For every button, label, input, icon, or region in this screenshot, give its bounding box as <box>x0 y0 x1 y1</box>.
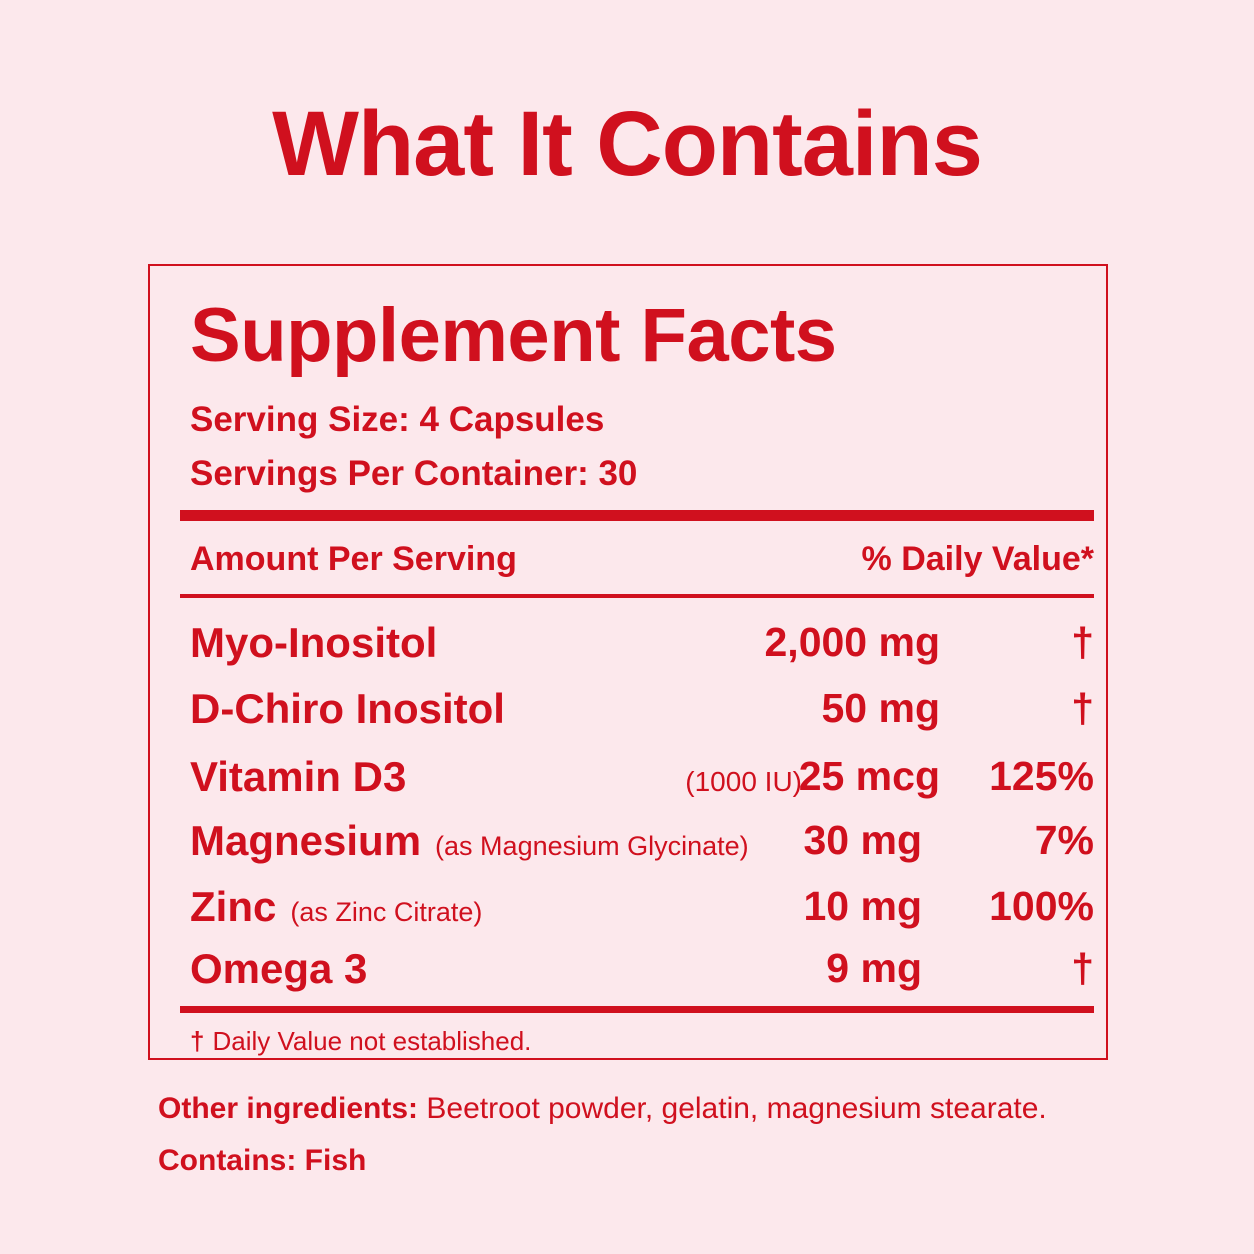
facts-heading: Supplement Facts <box>190 293 837 378</box>
nutrient-name: D-Chiro Inositol <box>190 685 505 732</box>
servings-per-container: Servings Per Container: 30 <box>190 454 638 493</box>
allergen-contains: Contains: Fish <box>158 1144 367 1177</box>
nutrient-name: Myo-Inositol <box>190 619 438 666</box>
nutrient-amount: 50 mg <box>821 685 941 731</box>
page-title: What It Contains <box>272 93 983 195</box>
nutrient-amount: 2,000 mg <box>764 619 941 665</box>
serving-size: Serving Size: 4 Capsules <box>190 400 605 439</box>
footnote-text: Daily Value not established. <box>212 1026 532 1056</box>
nutrient-source-note: (as Zinc Citrate) <box>290 897 483 927</box>
nutrient-source-note: (as Magnesium Glycinate) <box>435 831 749 861</box>
nutrient-row: Vitamin D3 (1000 IU) 25 mcg 125% <box>190 756 1094 806</box>
divider-thin <box>180 594 1094 598</box>
nutrient-row: Zinc (as Zinc Citrate) 10 mg 100% <box>190 886 1094 936</box>
nutrient-daily-value: 125% <box>989 753 1094 799</box>
nutrient-row: Myo-Inositol 2,000 mg † <box>190 622 1094 672</box>
footnote: † Daily Value not established. <box>190 1028 531 1054</box>
nutrient-name: Magnesium <box>190 817 422 864</box>
nutrient-row: Omega 3 9 mg † <box>190 948 1094 998</box>
other-ingredients-text: Beetroot powder, gelatin, magnesium stea… <box>426 1092 1047 1125</box>
other-ingredients-label: Other ingredients: <box>158 1092 419 1125</box>
nutrient-daily-value: † <box>1071 945 1094 991</box>
nutrient-amount: 25 mcg <box>798 753 940 799</box>
nutrient-name-group: Zinc (as Zinc Citrate) <box>190 886 482 928</box>
daily-value-header: % Daily Value* <box>861 540 1094 578</box>
nutrient-amount: 9 mg <box>826 945 922 991</box>
nutrient-daily-value: † <box>1071 685 1094 731</box>
nutrient-row: Magnesium (as Magnesium Glycinate) 30 mg … <box>190 820 1094 870</box>
nutrient-name: Vitamin D3 <box>190 753 407 800</box>
divider-thick <box>180 510 1094 521</box>
nutrient-name: Zinc <box>190 883 277 930</box>
nutrient-amount: 30 mg <box>803 817 923 863</box>
nutrient-row: D-Chiro Inositol 50 mg † <box>190 688 1094 738</box>
nutrient-amount-prefix: (1000 IU) <box>685 766 802 797</box>
nutrient-name: Omega 3 <box>190 945 368 992</box>
amount-per-serving-header: Amount Per Serving <box>190 540 517 578</box>
footnote-symbol: † <box>190 1026 205 1056</box>
supplement-facts-panel: Supplement Facts Serving Size: 4 Capsule… <box>148 264 1108 1060</box>
nutrient-amount: 10 mg <box>803 883 923 929</box>
other-ingredients: Other ingredients: Beetroot powder, gela… <box>158 1094 1047 1124</box>
nutrient-daily-value: 100% <box>989 883 1094 929</box>
nutrient-daily-value: † <box>1071 619 1094 665</box>
nutrient-daily-value: 7% <box>1034 817 1094 863</box>
divider-thick-bottom <box>180 1006 1094 1013</box>
nutrient-name-group: Magnesium (as Magnesium Glycinate) <box>190 820 749 862</box>
